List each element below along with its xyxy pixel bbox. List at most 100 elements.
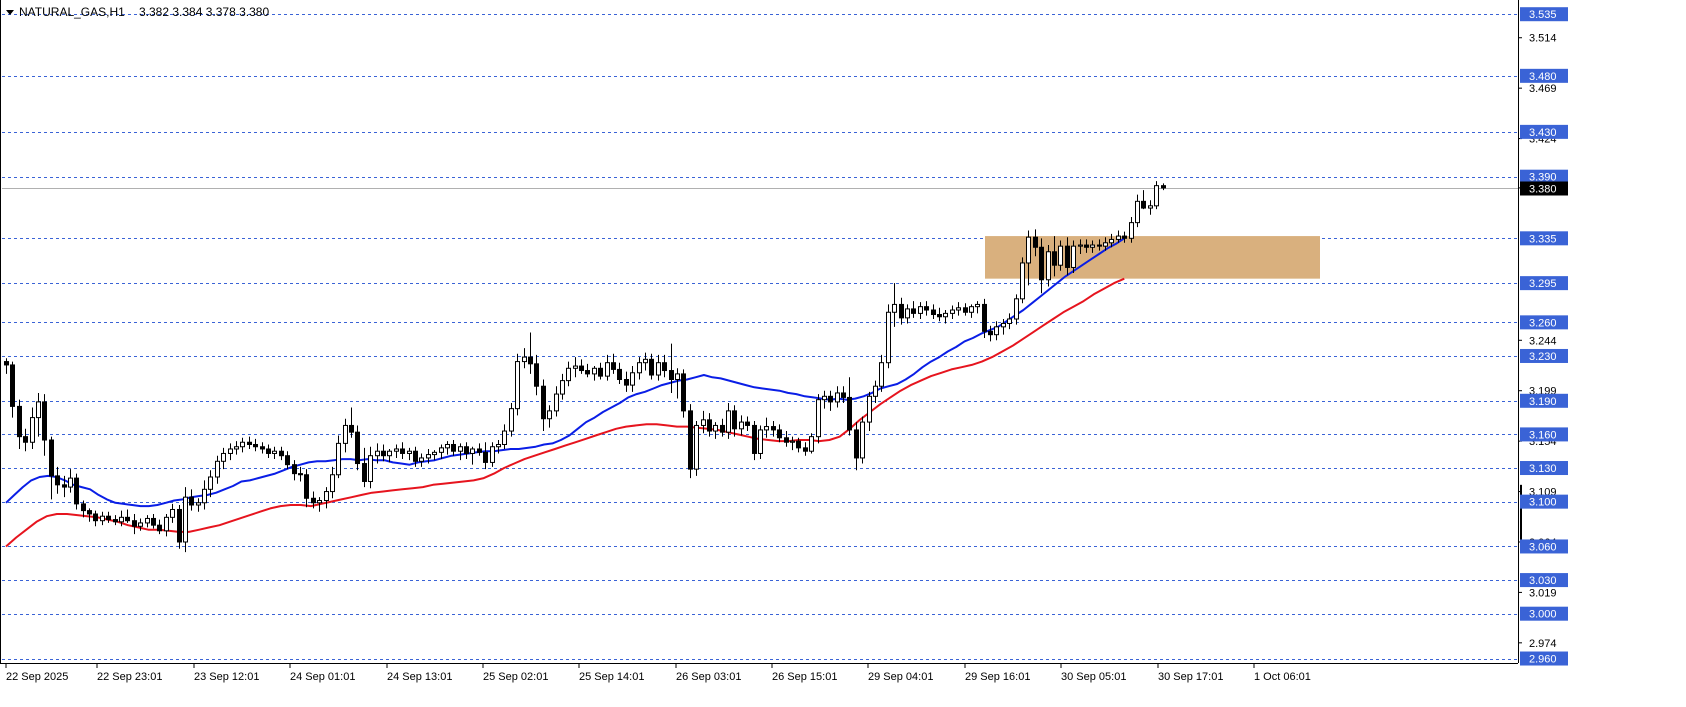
- candle: [419, 453, 424, 467]
- candle: [304, 469, 309, 508]
- bull-candle-body: [860, 421, 865, 459]
- bull-candle-body: [119, 516, 124, 523]
- bear-candle-body: [541, 385, 546, 420]
- candle: [509, 403, 514, 437]
- bull-candle-body: [1071, 245, 1076, 268]
- bull-candle-body: [68, 477, 73, 488]
- candle: [541, 379, 546, 432]
- level-tag-label: 3.295: [1529, 278, 1557, 290]
- bear-candle-body: [937, 314, 942, 318]
- candle: [892, 283, 897, 327]
- bull-candle-body: [886, 311, 891, 364]
- candle: [745, 416, 750, 432]
- candle: [1071, 240, 1076, 274]
- candle: [81, 500, 86, 518]
- candle: [196, 498, 201, 512]
- bull-candle-body: [1129, 222, 1134, 239]
- bear-candle-body: [49, 439, 54, 477]
- bull-candle-body: [873, 385, 878, 397]
- bear-candle-body: [669, 370, 674, 381]
- candle: [400, 442, 405, 460]
- candlesticks: [4, 181, 1166, 553]
- candle: [138, 518, 143, 531]
- candle: [432, 450, 437, 461]
- candle: [796, 437, 801, 453]
- candle: [816, 394, 821, 444]
- bear-candle-body: [349, 424, 354, 433]
- horizontal-levels: [2, 14, 1518, 660]
- candle: [68, 469, 73, 493]
- price-tick-label: 3.019: [1529, 587, 1557, 599]
- level-price-tag: 3.100: [1520, 494, 1568, 509]
- candle: [758, 425, 763, 460]
- time-tick-label: 29 Sep 16:01: [965, 671, 1030, 683]
- candle: [1097, 239, 1102, 251]
- bear-candle-body: [681, 373, 686, 412]
- candle: [458, 443, 463, 461]
- bear-candle-body: [585, 370, 590, 375]
- current-price-box: [1520, 181, 1568, 196]
- bear-candle-body: [931, 309, 936, 316]
- candle: [975, 301, 980, 314]
- bear-candle-body: [381, 450, 386, 457]
- candle: [988, 325, 993, 342]
- bull-candle-body: [892, 303, 897, 313]
- bear-candle-body: [451, 443, 456, 452]
- candle: [317, 497, 322, 512]
- bull-candle-body: [943, 312, 948, 318]
- candle: [534, 354, 539, 396]
- candle: [918, 302, 923, 319]
- candle: [1129, 217, 1134, 243]
- dropdown-triangle-icon[interactable]: [6, 10, 14, 15]
- candle: [656, 354, 661, 381]
- bear-candle-body: [1033, 236, 1038, 248]
- bear-candle-body: [1141, 200, 1146, 209]
- bull-candle-body: [1148, 205, 1153, 209]
- candle: [87, 508, 92, 522]
- bear-candle-body: [23, 436, 28, 443]
- candle: [119, 510, 124, 527]
- candle: [202, 480, 207, 510]
- candle: [841, 386, 846, 404]
- level-price-tag: 3.260: [1520, 315, 1568, 330]
- time-tick-label: 30 Sep 05:01: [1061, 671, 1126, 683]
- level-price-tag: 3.430: [1520, 124, 1568, 139]
- bear-candle-body: [62, 484, 67, 488]
- candle: [413, 446, 418, 467]
- current-price-tag: 3.380: [1520, 181, 1568, 196]
- level-price-tag: 3.335: [1520, 231, 1568, 246]
- level-price-tag: 3.295: [1520, 276, 1568, 291]
- level-tag-box: [1520, 7, 1568, 22]
- level-tag-label: 3.480: [1529, 71, 1557, 83]
- bull-candle-body: [426, 454, 431, 459]
- level-tag-label: 3.060: [1529, 541, 1557, 553]
- candle: [1148, 200, 1153, 215]
- bear-candle-body: [662, 362, 667, 372]
- candle: [1058, 240, 1063, 271]
- bull-candle-body: [758, 429, 763, 454]
- bear-candle-body: [253, 443, 258, 448]
- candle: [624, 371, 629, 392]
- candle: [253, 438, 258, 452]
- bull-candle-body: [605, 362, 610, 377]
- bear-candle-body: [17, 405, 22, 438]
- bull-candle-body: [439, 447, 444, 453]
- time-tick-label: 26 Sep 03:01: [676, 671, 741, 683]
- level-tag-box: [1520, 169, 1568, 184]
- bull-candle-body: [1116, 235, 1121, 240]
- candle: [515, 353, 520, 416]
- bull-candle-body: [950, 309, 955, 314]
- candle: [10, 361, 15, 418]
- candle: [547, 405, 552, 428]
- time-tick-label: 24 Sep 13:01: [387, 671, 452, 683]
- bull-candle-body: [196, 502, 201, 506]
- level-price-tag: 3.060: [1520, 539, 1568, 554]
- level-price-tag: 3.130: [1520, 461, 1568, 476]
- bull-candle-body: [975, 303, 980, 308]
- candle: [1084, 239, 1089, 253]
- bear-candle-body: [911, 308, 916, 314]
- bear-candle-body: [784, 437, 789, 443]
- bull-candle-body: [1007, 318, 1012, 324]
